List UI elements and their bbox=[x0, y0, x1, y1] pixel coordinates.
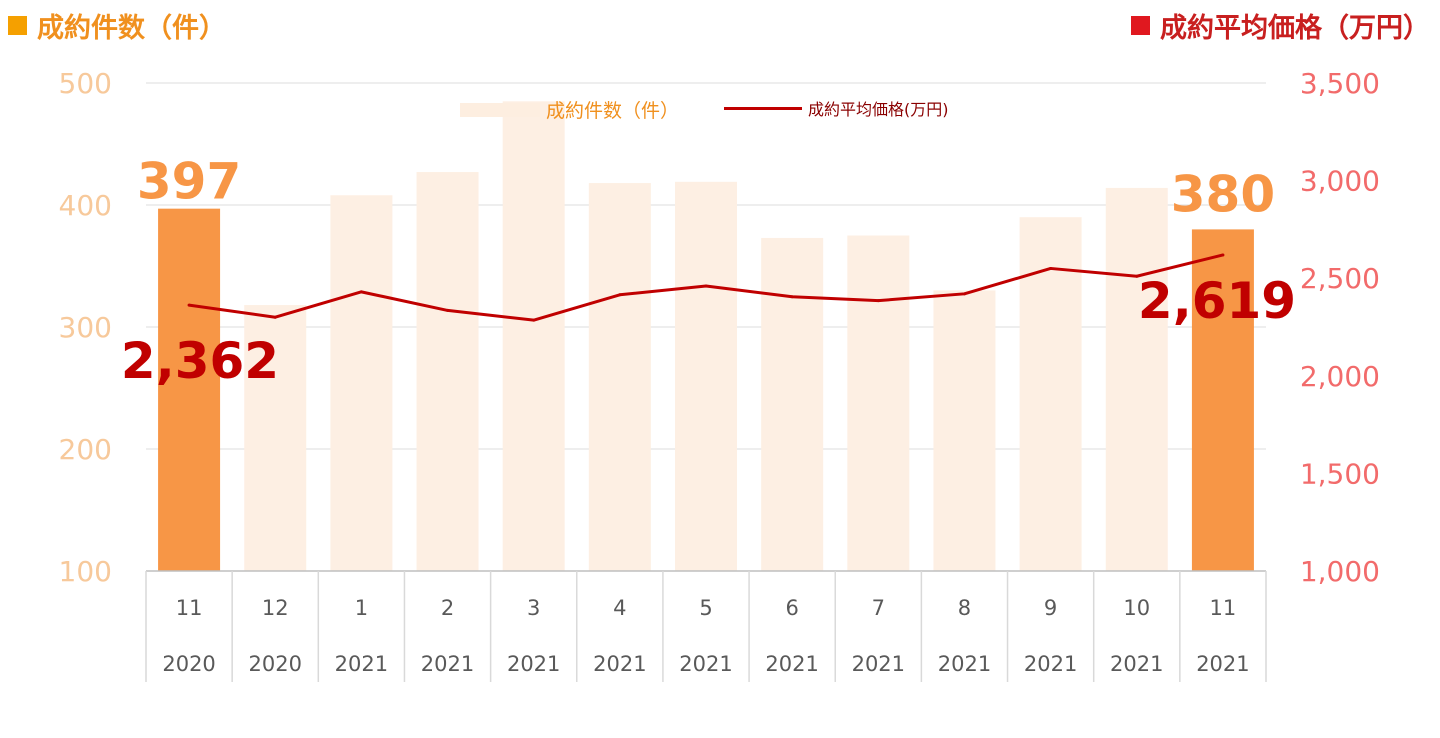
left-tick-label-4: 500 bbox=[59, 67, 112, 100]
left-tick-label-3: 400 bbox=[59, 189, 112, 222]
x-tick-month-0: 11 bbox=[176, 596, 203, 620]
left-tick-label-0: 100 bbox=[59, 555, 112, 588]
x-tick-month-8: 7 bbox=[872, 596, 885, 620]
count-label-last: 380 bbox=[1171, 165, 1275, 223]
x-tick-month-3: 2 bbox=[441, 596, 454, 620]
price-point-7 bbox=[790, 295, 794, 299]
bar-7 bbox=[761, 237, 824, 571]
x-tick-month-11: 10 bbox=[1123, 596, 1150, 620]
legend-bar-swatch bbox=[460, 102, 540, 117]
x-tick-month-7: 6 bbox=[785, 596, 798, 620]
left-tick-label-2: 300 bbox=[59, 311, 112, 344]
bar-3 bbox=[416, 172, 479, 571]
right-tick-label-2: 2,000 bbox=[1300, 360, 1380, 393]
bar-0 bbox=[158, 208, 221, 571]
bar-11 bbox=[1105, 187, 1168, 572]
x-tick-year-4: 2021 bbox=[507, 652, 560, 676]
bar-9 bbox=[933, 290, 996, 571]
x-tick-month-9: 8 bbox=[958, 596, 971, 620]
x-tick-year-8: 2021 bbox=[852, 652, 905, 676]
x-tick-month-10: 9 bbox=[1044, 596, 1057, 620]
left-tick-label-1: 200 bbox=[59, 433, 112, 466]
price-point-12 bbox=[1221, 253, 1225, 257]
right-axis-title: 成約平均価格（万円） bbox=[1131, 6, 1430, 45]
legend-line-label: 成約平均価格(万円) bbox=[808, 100, 949, 119]
x-tick-year-10: 2021 bbox=[1024, 652, 1077, 676]
legend-line-entry: 成約平均価格(万円) bbox=[724, 96, 949, 120]
left-axis-title-text: 成約件数（件） bbox=[37, 13, 226, 44]
x-tick-month-1: 12 bbox=[262, 596, 289, 620]
bar-2 bbox=[330, 195, 393, 572]
left-axis-title: 成約件数（件） bbox=[8, 6, 226, 45]
x-tick-year-9: 2021 bbox=[938, 652, 991, 676]
orange-square-icon bbox=[8, 16, 27, 35]
right-tick-label-3: 2,500 bbox=[1300, 262, 1380, 295]
bar-10 bbox=[1019, 217, 1082, 571]
price-point-5 bbox=[618, 293, 622, 297]
bar-4 bbox=[502, 101, 565, 572]
x-tick-year-2: 2021 bbox=[335, 652, 388, 676]
right-tick-label-4: 3,000 bbox=[1300, 165, 1380, 198]
x-tick-year-5: 2021 bbox=[593, 652, 646, 676]
price-point-10 bbox=[1049, 266, 1053, 270]
price-point-9 bbox=[962, 292, 966, 296]
price-point-0 bbox=[187, 303, 191, 307]
x-tick-year-6: 2021 bbox=[679, 652, 732, 676]
price-point-1 bbox=[273, 315, 277, 319]
right-axis-title-text: 成約平均価格（万円） bbox=[1160, 13, 1430, 44]
right-tick-label-1: 1,500 bbox=[1300, 457, 1380, 490]
bar-12 bbox=[1191, 229, 1254, 571]
price-point-2 bbox=[359, 290, 363, 294]
price-point-11 bbox=[1135, 274, 1139, 278]
x-tick-year-11: 2021 bbox=[1110, 652, 1163, 676]
x-tick-month-2: 1 bbox=[355, 596, 368, 620]
x-tick-month-5: 4 bbox=[613, 596, 626, 620]
x-tick-year-0: 2020 bbox=[162, 652, 215, 676]
price-label-last: 2,619 bbox=[1138, 272, 1296, 330]
x-tick-year-7: 2021 bbox=[765, 652, 818, 676]
bar-6 bbox=[675, 181, 737, 571]
bar-5 bbox=[588, 183, 651, 572]
x-tick-year-12: 2021 bbox=[1196, 652, 1249, 676]
legend-bar-label: 成約件数（件） bbox=[546, 100, 680, 122]
price-point-4 bbox=[532, 318, 536, 322]
price-label-first: 2,362 bbox=[121, 332, 279, 390]
legend-bar-entry: 成約件数（件） bbox=[460, 96, 679, 123]
bar-1 bbox=[244, 305, 307, 571]
price-point-6 bbox=[704, 284, 708, 288]
x-tick-month-4: 3 bbox=[527, 596, 540, 620]
right-tick-label-0: 1,000 bbox=[1300, 555, 1380, 588]
x-tick-month-12: 11 bbox=[1210, 596, 1237, 620]
x-tick-year-3: 2021 bbox=[421, 652, 474, 676]
x-tick-year-1: 2020 bbox=[249, 652, 302, 676]
price-point-3 bbox=[446, 308, 450, 312]
right-tick-label-5: 3,500 bbox=[1300, 67, 1380, 100]
red-square-icon bbox=[1131, 16, 1150, 35]
legend-line-swatch bbox=[724, 106, 802, 110]
price-point-8 bbox=[876, 299, 880, 303]
bar-8 bbox=[847, 235, 910, 571]
count-label-first: 397 bbox=[137, 153, 241, 211]
x-tick-month-6: 5 bbox=[699, 596, 712, 620]
